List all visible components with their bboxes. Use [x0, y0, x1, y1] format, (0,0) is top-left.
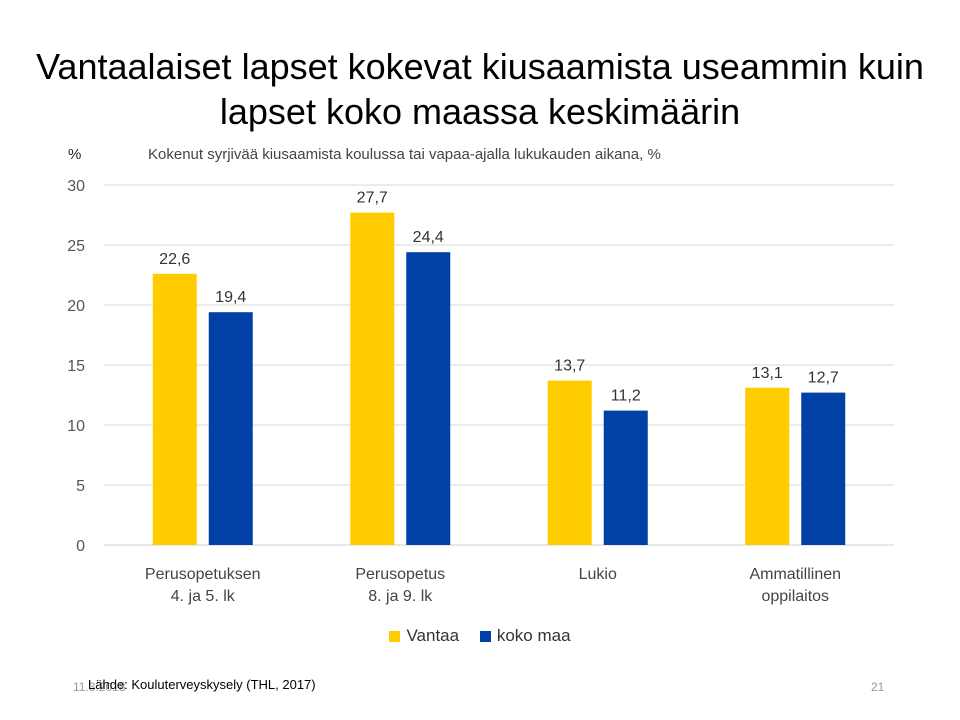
y-tick-label: 20: [67, 298, 85, 315]
data-label: 27,7: [357, 190, 388, 207]
legend-item-vantaa: Vantaa: [389, 626, 459, 646]
data-label: 22,6: [159, 251, 190, 268]
legend-swatch-koko-maa: [479, 630, 491, 642]
y-tick-label: 15: [67, 358, 85, 375]
page-number: 21: [871, 680, 885, 694]
bar-koko-maa: [406, 252, 451, 545]
chart-legend: Vantaa koko maa: [0, 626, 960, 647]
y-tick-label: 25: [67, 238, 85, 255]
bar-vantaa: [547, 380, 592, 545]
data-label: 13,1: [752, 365, 783, 382]
data-label: 12,7: [808, 370, 839, 387]
bar-koko-maa: [208, 312, 253, 545]
y-axis-unit-label: %: [68, 146, 82, 163]
x-tick-label: Perusopetus: [355, 566, 445, 583]
x-tick-label: Lukio: [579, 566, 617, 583]
bar-koko-maa: [603, 410, 648, 545]
chart-title: Kokenut syrjivää kiusaamista koulussa ta…: [148, 146, 661, 163]
data-label: 11,2: [611, 388, 641, 405]
bar-vantaa: [350, 212, 395, 545]
footer-date: 11.3.2018: [73, 680, 126, 694]
x-tick-label: oppilaitos: [761, 588, 829, 605]
legend-label-koko-maa: koko maa: [496, 626, 571, 645]
bar-koko-maa: [801, 392, 846, 545]
data-label: 24,4: [413, 229, 444, 246]
y-tick-label: 5: [76, 478, 85, 495]
legend-swatch-vantaa: [389, 630, 401, 642]
y-tick-label: 10: [67, 418, 85, 435]
y-tick-label: 30: [67, 178, 85, 195]
x-tick-label: Perusopetuksen: [145, 566, 261, 583]
data-label: 19,4: [215, 289, 246, 306]
x-tick-label: 4. ja 5. lk: [171, 588, 236, 605]
legend-item-koko-maa: koko maa: [479, 626, 571, 646]
source-note: Lähde: Kouluterveyskysely (THL, 2017): [88, 677, 316, 692]
x-tick-label: Ammatillinen: [749, 566, 841, 583]
slide-title: Vantaalaiset lapset kokevat kiusaamista …: [36, 46, 924, 132]
x-tick-label: 8. ja 9. lk: [368, 588, 433, 605]
data-label: 13,7: [554, 358, 585, 375]
bar-vantaa: [152, 273, 197, 545]
bar-vantaa: [745, 387, 790, 545]
legend-label-vantaa: Vantaa: [406, 626, 460, 645]
y-tick-label: 0: [76, 538, 85, 555]
